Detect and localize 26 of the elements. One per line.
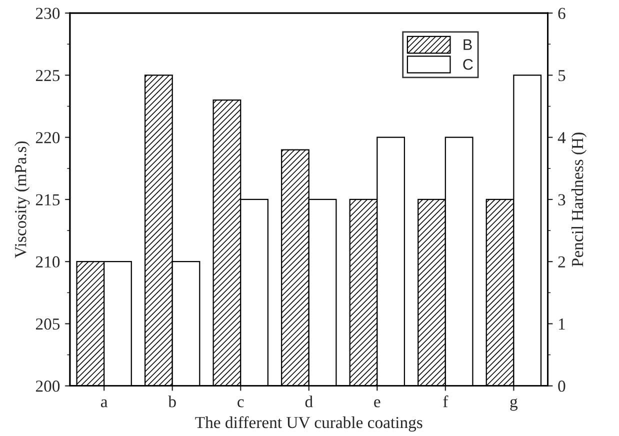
y-tick-label: 210 bbox=[36, 256, 60, 268]
y-tick-label: 200 bbox=[36, 380, 60, 392]
legend-label: C bbox=[463, 58, 473, 70]
x-tick-label: g bbox=[510, 398, 518, 411]
x-axis-title: The different UV curable coatings bbox=[195, 416, 422, 432]
x-tick-label: a bbox=[100, 399, 108, 408]
y2-tick-label: 5 bbox=[558, 70, 566, 82]
y-tick-label: 215 bbox=[36, 194, 60, 206]
y2-tick-label: 4 bbox=[558, 132, 566, 144]
x-tick-label: b bbox=[168, 396, 176, 408]
x-tick-label: f bbox=[443, 395, 448, 408]
y-tick-label: 225 bbox=[36, 70, 60, 82]
y-tick-label: 220 bbox=[36, 132, 60, 144]
y-tick-label: 205 bbox=[36, 318, 60, 330]
y2-tick-label: 6 bbox=[558, 8, 566, 20]
x-tick-label: e bbox=[374, 399, 380, 408]
x-tick-label: d bbox=[305, 396, 313, 408]
y-tick-label: 230 bbox=[36, 8, 60, 20]
y2-tick-label: 0 bbox=[558, 380, 566, 392]
y-axis-title: Viscosity (mPa.s) bbox=[14, 141, 30, 258]
y2-axis-title: Pencil Hardness (H) bbox=[571, 132, 587, 267]
y2-tick-label: 3 bbox=[558, 194, 566, 206]
y2-tick-label: 2 bbox=[558, 256, 565, 268]
x-tick-label: c bbox=[238, 399, 244, 408]
legend-label: B bbox=[464, 39, 472, 50]
y2-tick-label: 1 bbox=[559, 318, 565, 330]
